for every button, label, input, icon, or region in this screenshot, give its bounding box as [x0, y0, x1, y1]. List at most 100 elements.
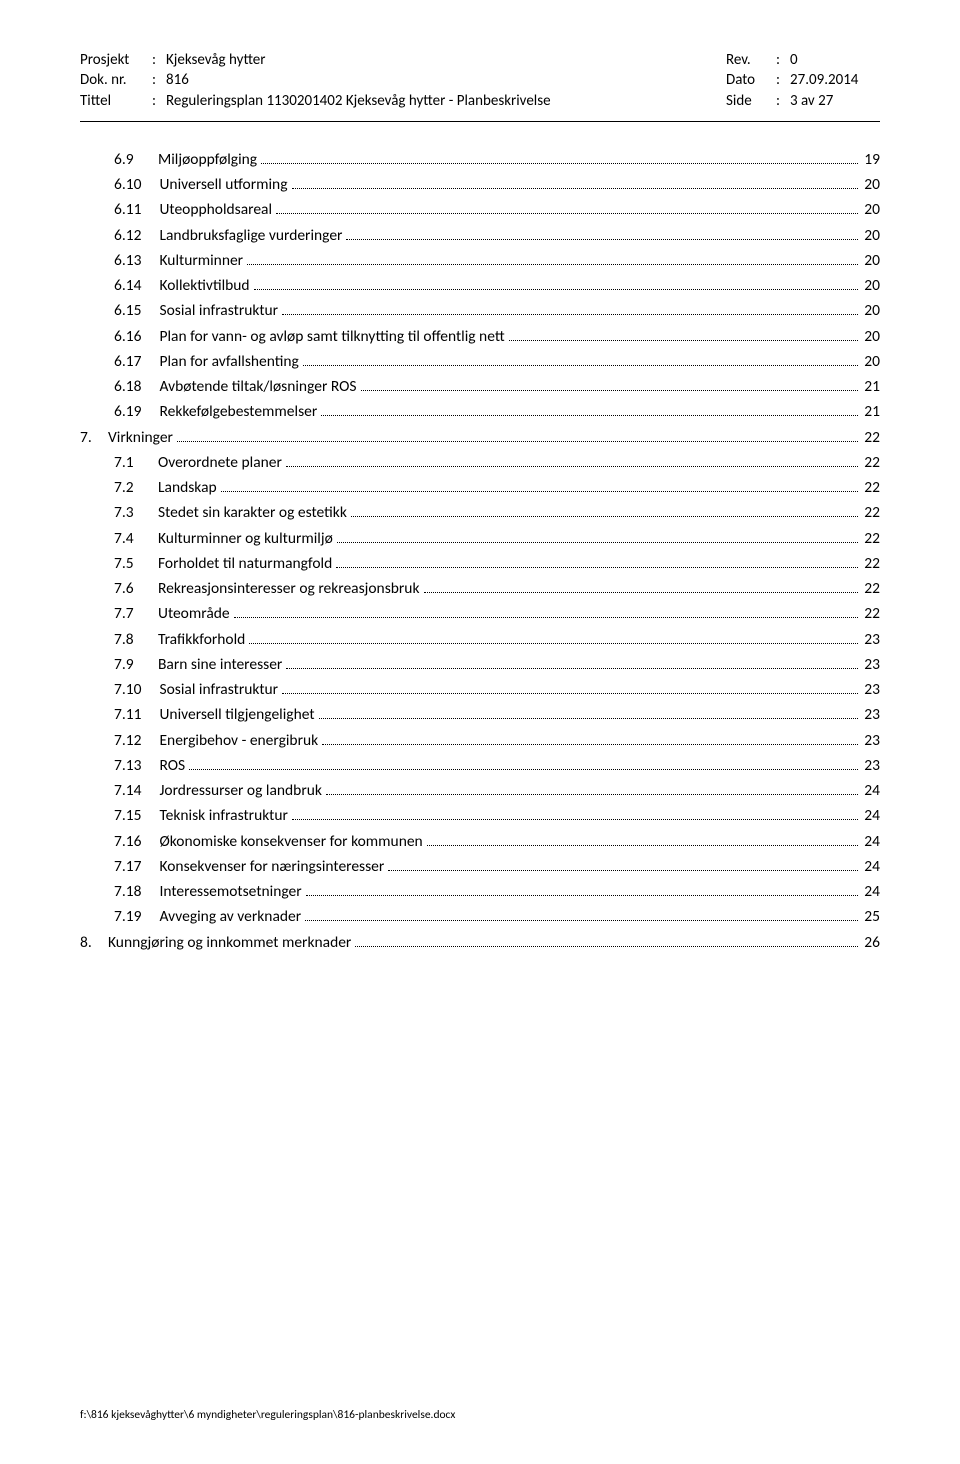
toc-title: Virkninger	[108, 426, 173, 449]
toc-title: Kunngjøring og innkommet merknader	[108, 931, 351, 954]
toc-title: Landskap	[158, 476, 217, 499]
toc-title: Avbøtende tiltak/løsninger ROS	[159, 375, 356, 398]
toc-number: 6.19	[114, 400, 159, 423]
toc-title: Konsekvenser for næringsinteresser	[159, 855, 384, 878]
toc-entry: 7.10Sosial infrastruktur23	[80, 678, 880, 701]
toc-entry: 6.13Kulturminner20	[80, 249, 880, 272]
toc-entry: 6.15Sosial infrastruktur20	[80, 299, 880, 322]
toc-page-number: 23	[862, 653, 880, 676]
header-divider	[80, 121, 880, 122]
toc-number: 7.3	[114, 501, 158, 524]
toc-dot-leader	[346, 229, 858, 240]
toc-entry: 6.14Kollektivtilbud 20	[80, 274, 880, 297]
toc-entry: 7.3Stedet sin karakter og estetikk 22	[80, 501, 880, 524]
toc-dot-leader	[292, 809, 858, 820]
header-label: Prosjekt	[80, 50, 152, 70]
toc-title: Miljøoppfølging	[158, 148, 257, 171]
toc-number: 7.10	[114, 678, 159, 701]
toc-number: 6.9	[114, 148, 158, 171]
toc-number: 6.17	[114, 350, 159, 373]
header-colon: :	[776, 70, 790, 90]
toc-dot-leader	[276, 203, 858, 214]
toc-title: Universell utforming	[159, 173, 287, 196]
toc-dot-leader	[427, 835, 859, 846]
toc-dot-leader	[221, 481, 859, 492]
toc-title: ROS	[159, 754, 185, 777]
toc-dot-leader	[361, 380, 859, 391]
toc-page-number: 24	[862, 830, 880, 853]
toc-title: Avveging av verknader	[159, 905, 301, 928]
toc-title: Rekkefølgebestemmelser	[159, 400, 317, 423]
toc-page-number: 23	[862, 729, 880, 752]
toc-entry: 7.2Landskap22	[80, 476, 880, 499]
toc-page-number: 22	[862, 501, 880, 524]
toc-dot-leader	[351, 506, 858, 517]
header-value: Reguleringsplan 1130201402 Kjeksevåg hyt…	[166, 91, 726, 111]
document-page: Prosjekt : Kjeksevåg hytter Rev. : 0 Dok…	[0, 0, 960, 1464]
toc-title: Kollektivtilbud	[159, 274, 249, 297]
toc-entry: 7.15Teknisk infrastruktur24	[80, 804, 880, 827]
toc-title: Uteoppholdsareal	[159, 198, 272, 221]
toc-entry: 6.18Avbøtende tiltak/løsninger ROS21	[80, 375, 880, 398]
header-colon: :	[152, 50, 166, 70]
toc-title: Sosial infrastruktur	[159, 299, 278, 322]
toc-number: 6.18	[114, 375, 159, 398]
toc-page-number: 20	[862, 274, 880, 297]
toc-entry: 6.10Universell utforming20	[80, 173, 880, 196]
toc-entry: 7.6Rekreasjonsinteresser og rekreasjonsb…	[80, 577, 880, 600]
toc-number: 7.14	[114, 779, 159, 802]
footer-filepath: f:\816 kjeksevåghytter\6 myndigheter\reg…	[80, 1408, 455, 1422]
toc-number: 6.14	[114, 274, 159, 297]
toc-page-number: 23	[862, 754, 880, 777]
header-right-label: Side	[726, 91, 776, 111]
toc-entry: 7.1Overordnete planer22	[80, 451, 880, 474]
toc-number: 6.10	[114, 173, 159, 196]
toc-page-number: 20	[862, 224, 880, 247]
toc-title: Plan for vann- og avløp samt tilknytting…	[159, 325, 504, 348]
toc-entry: 7.17Konsekvenser for næringsinteresser24	[80, 855, 880, 878]
header-right-label: Dato	[726, 70, 776, 90]
toc-page-number: 22	[862, 602, 880, 625]
toc-number: 6.16	[114, 325, 159, 348]
toc-page-number: 23	[862, 628, 880, 651]
toc-entry: 7.18Interessemotsetninger24	[80, 880, 880, 903]
header-right-value: 3 av 27	[790, 91, 880, 111]
toc-number: 7.18	[114, 880, 159, 903]
header-value: Kjeksevåg hytter	[166, 50, 726, 70]
toc-dot-leader	[337, 532, 859, 543]
toc-dot-leader	[319, 708, 859, 719]
toc-dot-leader	[254, 279, 859, 290]
toc-page-number: 22	[862, 552, 880, 575]
toc-page-number: 20	[862, 249, 880, 272]
toc-page-number: 24	[862, 804, 880, 827]
toc-entry: 7.19Avveging av verknader25	[80, 905, 880, 928]
toc-title: Kulturminner	[159, 249, 243, 272]
toc-number: 7.17	[114, 855, 159, 878]
header-row: Dok. nr. : 816 Dato : 27.09.2014	[80, 70, 880, 90]
toc-dot-leader	[303, 355, 858, 366]
toc-dot-leader	[305, 910, 858, 921]
toc-dot-leader	[388, 860, 858, 871]
toc-page-number: 23	[862, 678, 880, 701]
toc-dot-leader	[247, 254, 858, 265]
table-of-contents: 6.9Miljøoppfølging196.10Universell utfor…	[80, 148, 880, 954]
header-value: 816	[166, 70, 726, 90]
toc-entry: 6.16Plan for vann- og avløp samt tilknyt…	[80, 325, 880, 348]
toc-title: Rekreasjonsinteresser og rekreasjonsbruk	[158, 577, 420, 600]
toc-entry: 7.8Trafikkforhold23	[80, 628, 880, 651]
toc-number: 7.9	[114, 653, 158, 676]
toc-title: Interessemotsetninger	[159, 880, 301, 903]
toc-title: Stedet sin karakter og estetikk	[158, 501, 347, 524]
toc-dot-leader	[292, 178, 859, 189]
toc-number: 7.12	[114, 729, 159, 752]
toc-page-number: 20	[862, 325, 880, 348]
toc-number: 7.16	[114, 830, 159, 853]
toc-dot-leader	[509, 330, 859, 341]
toc-page-number: 22	[862, 527, 880, 550]
toc-dot-leader	[336, 557, 858, 568]
toc-number: 7.11	[114, 703, 159, 726]
toc-dot-leader	[177, 431, 858, 442]
toc-title: Uteområde	[158, 602, 230, 625]
toc-title: Trafikkforhold	[158, 628, 245, 651]
toc-title: Teknisk infrastruktur	[159, 804, 287, 827]
